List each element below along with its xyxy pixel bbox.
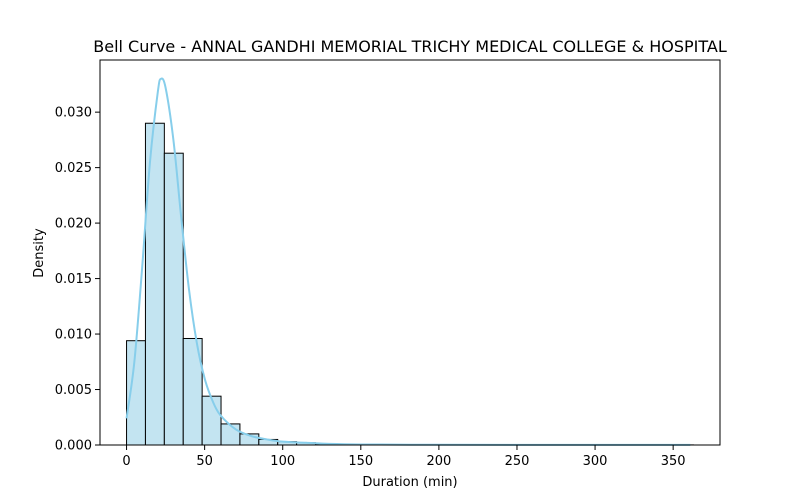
x-tick-label: 100 (270, 454, 295, 469)
x-tick-label: 300 (583, 454, 608, 469)
histogram-bar (163, 152, 184, 446)
y-tick-label: 0.015 (55, 272, 92, 287)
histogram-bar (201, 395, 222, 446)
histogram-bar (220, 423, 241, 446)
x-axis-ticks: 0 50 100 150 200 250 300 350 (122, 445, 686, 469)
x-tick-label: 250 (505, 454, 530, 469)
x-tick-label: 0 (122, 454, 130, 469)
axes-frame (99, 59, 721, 446)
y-tick-label: 0.010 (55, 328, 92, 343)
y-tick-label: 0.000 (55, 439, 92, 454)
y-tick-label: 0.005 (55, 383, 92, 398)
x-tick-label: 150 (348, 454, 373, 469)
histogram-bar (126, 340, 146, 446)
y-axis-ticks: 0.000 0.005 0.010 0.015 0.020 0.025 0.030 (55, 106, 100, 454)
y-tick-label: 0.030 (55, 106, 92, 121)
y-tick-label: 0.025 (55, 161, 92, 176)
y-axis-label: Density (32, 228, 47, 278)
chart-title: Bell Curve - ANNAL GANDHI MEMORIAL TRICH… (93, 37, 727, 56)
y-tick-label: 0.020 (55, 217, 92, 232)
x-tick-label: 50 (196, 454, 213, 469)
x-tick-label: 200 (426, 454, 451, 469)
x-tick-label: 350 (661, 454, 686, 469)
x-axis-label: Duration (min) (362, 475, 457, 490)
